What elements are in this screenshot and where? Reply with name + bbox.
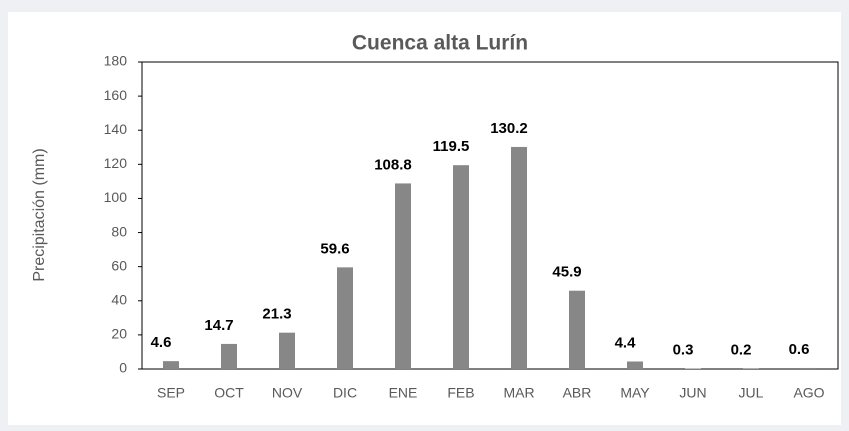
y-tick-label: 180 xyxy=(104,53,128,69)
x-tick-label: MAY xyxy=(620,385,650,401)
y-axis-label: Precipitación (mm) xyxy=(31,148,48,281)
data-label: 45.9 xyxy=(552,264,581,281)
data-label: 0.6 xyxy=(789,341,810,358)
bar xyxy=(337,267,353,369)
bar xyxy=(395,183,411,369)
y-tick-label: 80 xyxy=(111,223,127,239)
plot-area xyxy=(141,61,839,370)
x-tick-label: DIC xyxy=(333,385,357,401)
bar xyxy=(627,361,643,369)
y-tick-label: 0 xyxy=(119,360,127,376)
y-tick-label: 160 xyxy=(104,87,128,103)
bar xyxy=(685,368,701,369)
data-label: 14.7 xyxy=(204,317,233,334)
chart-title: Cuenca alta Lurín xyxy=(352,32,528,55)
bar xyxy=(221,343,237,369)
y-tick-label: 20 xyxy=(111,326,127,342)
data-label: 21.3 xyxy=(262,306,291,323)
bar xyxy=(453,165,469,369)
x-tick-label: NOV xyxy=(272,385,303,401)
x-tick-label: JUN xyxy=(679,385,706,401)
y-tick-label: 40 xyxy=(111,291,127,307)
x-tick-label: AGO xyxy=(793,385,824,401)
data-label: 0.3 xyxy=(673,341,694,358)
y-tick-label: 100 xyxy=(104,189,128,205)
x-tick-label: JUL xyxy=(739,385,764,401)
y-tick-label: 140 xyxy=(104,121,128,137)
data-label: 108.8 xyxy=(374,156,412,173)
chart-panel xyxy=(8,12,841,425)
bar xyxy=(801,367,817,369)
data-label: 0.2 xyxy=(731,342,752,359)
x-tick-label: OCT xyxy=(214,385,244,401)
x-tick-label: ENE xyxy=(389,385,418,401)
x-tick-label: MAR xyxy=(503,385,534,401)
data-label: 119.5 xyxy=(433,138,470,155)
bar xyxy=(511,146,527,369)
y-tick-label: 60 xyxy=(111,257,127,273)
data-label: 4.4 xyxy=(615,334,637,351)
y-tick-label: 120 xyxy=(104,155,128,171)
data-label: 130.2 xyxy=(490,120,528,137)
x-tick-label: FEB xyxy=(447,385,474,401)
x-tick-label: SEP xyxy=(157,385,185,401)
x-tick-label: ABR xyxy=(563,385,592,401)
data-label: 59.6 xyxy=(320,240,349,257)
bar xyxy=(279,332,295,369)
bar xyxy=(569,290,585,369)
bar xyxy=(163,361,179,369)
data-label: 4.6 xyxy=(151,334,172,351)
